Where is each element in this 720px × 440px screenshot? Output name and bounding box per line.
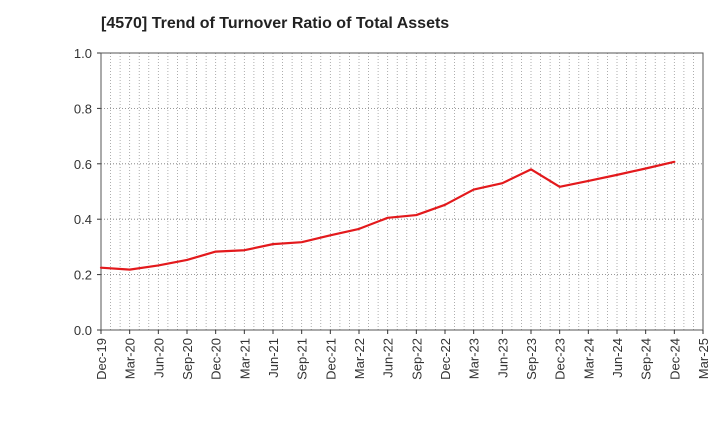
x-tick-label: Jun-23 <box>495 338 510 378</box>
x-tick-label: Dec-23 <box>553 338 568 380</box>
x-tick-label: Dec-24 <box>667 338 682 380</box>
x-tick-label: Dec-22 <box>438 338 453 380</box>
x-tick-label: Jun-22 <box>381 338 396 378</box>
y-tick-label: 0.6 <box>74 157 92 172</box>
x-tick-label: Mar-21 <box>237 338 252 379</box>
x-tick-label: Mar-23 <box>467 338 482 379</box>
x-tick-label: Mar-20 <box>123 338 138 379</box>
x-tick-label: Jun-24 <box>610 338 625 378</box>
y-tick-label: 1.0 <box>74 46 92 61</box>
y-tick-label: 0.8 <box>74 101 92 116</box>
x-tick-label: Dec-20 <box>209 338 224 380</box>
y-tick-label: 0.0 <box>74 323 92 338</box>
x-tick-label: Dec-19 <box>94 338 109 380</box>
y-tick-label: 0.2 <box>74 268 92 283</box>
x-tick-label: Sep-24 <box>639 338 654 380</box>
x-tick-label: Sep-22 <box>409 338 424 380</box>
x-tick-label: Mar-22 <box>352 338 367 379</box>
y-tick-label: 0.4 <box>74 212 92 227</box>
x-tick-label: Sep-20 <box>180 338 195 380</box>
x-tick-label: Sep-21 <box>295 338 310 380</box>
x-tick-label: Mar-24 <box>581 338 596 379</box>
plot-frame <box>100 52 704 331</box>
x-tick-label: Jun-21 <box>266 338 281 378</box>
x-tick-label: Sep-23 <box>524 338 539 380</box>
plot-area <box>101 53 703 330</box>
chart-title: [4570] Trend of Turnover Ratio of Total … <box>101 15 450 32</box>
x-tick-label: Dec-21 <box>323 338 338 380</box>
series-line <box>99 160 676 271</box>
x-tick-label: Jun-20 <box>151 338 166 378</box>
x-tick-label: Mar-25 <box>696 338 711 379</box>
